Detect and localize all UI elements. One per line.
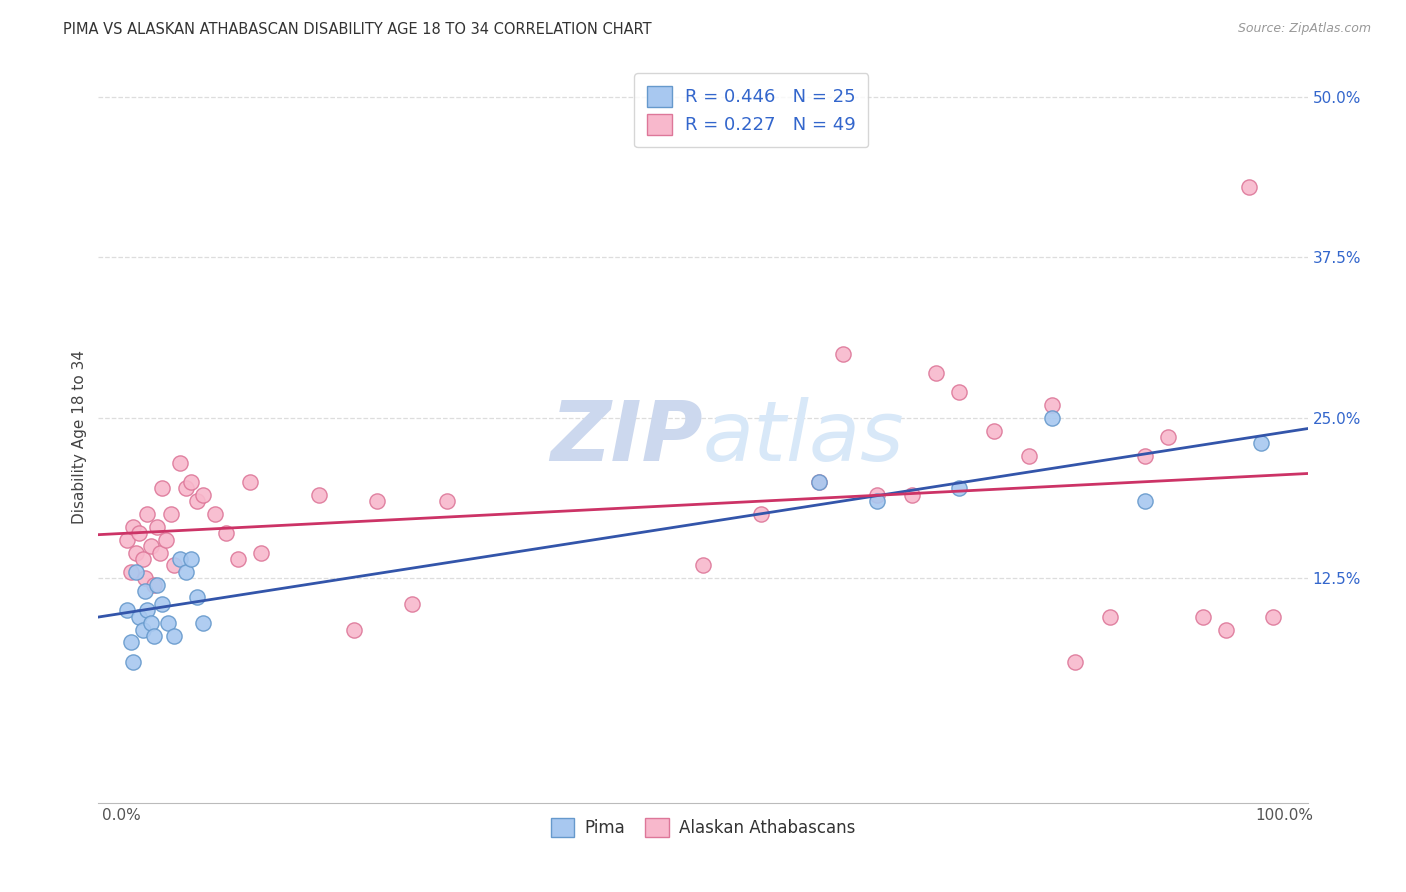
Point (169, 456, 191, 470)
Point (131, 623, 153, 637)
Point (1040, 398, 1063, 412)
Point (117, 533, 139, 547)
Text: Source: ZipAtlas.com: Source: ZipAtlas.com (1237, 22, 1371, 36)
Point (134, 571, 156, 585)
Point (948, 385, 970, 400)
Point (204, 507, 226, 521)
Point (124, 565, 146, 579)
Point (1133, 450, 1156, 464)
Point (1098, 609, 1121, 624)
Point (191, 488, 214, 502)
Point (186, 494, 208, 508)
Point (308, 488, 330, 502)
Point (145, 520, 167, 534)
Point (250, 545, 273, 559)
Point (139, 539, 162, 553)
Point (1215, 623, 1237, 637)
Point (134, 584, 156, 599)
Point (120, 635, 142, 649)
Point (1239, 179, 1261, 194)
Point (1261, 609, 1284, 624)
Point (143, 629, 166, 643)
Point (1018, 450, 1040, 464)
Text: ZIP: ZIP (550, 397, 703, 477)
Point (186, 591, 208, 605)
Point (749, 507, 772, 521)
Point (924, 366, 946, 380)
Point (831, 346, 853, 360)
Point (163, 629, 186, 643)
Point (149, 545, 172, 559)
Point (1250, 436, 1272, 450)
Point (180, 552, 202, 566)
Point (128, 609, 150, 624)
Point (191, 616, 214, 631)
Point (131, 552, 153, 566)
Point (808, 475, 831, 489)
Point (366, 494, 388, 508)
Point (1192, 609, 1215, 624)
Point (150, 597, 173, 611)
Point (174, 482, 197, 496)
Point (436, 494, 458, 508)
Point (1064, 655, 1087, 669)
Point (157, 616, 180, 631)
Point (128, 526, 150, 541)
Point (136, 507, 159, 521)
Text: PIMA VS ALASKAN ATHABASCAN DISABILITY AGE 18 TO 34 CORRELATION CHART: PIMA VS ALASKAN ATHABASCAN DISABILITY AG… (63, 22, 652, 37)
Point (120, 565, 142, 579)
Point (343, 623, 366, 637)
Point (143, 577, 166, 591)
Point (180, 475, 202, 489)
Point (145, 577, 167, 591)
Point (122, 655, 145, 669)
Point (983, 424, 1005, 438)
Point (1157, 430, 1180, 444)
Text: atlas: atlas (703, 397, 904, 477)
Point (239, 475, 262, 489)
Point (948, 482, 970, 496)
Point (136, 603, 159, 617)
Point (159, 507, 181, 521)
Point (139, 616, 162, 631)
Point (155, 533, 177, 547)
Point (692, 558, 714, 573)
Legend: Pima, Alaskan Athabascans: Pima, Alaskan Athabascans (543, 810, 863, 846)
Point (808, 475, 831, 489)
Point (122, 520, 145, 534)
Point (150, 482, 173, 496)
Point (866, 494, 889, 508)
Point (174, 565, 197, 579)
Point (866, 488, 889, 502)
Point (169, 552, 191, 566)
Point (901, 488, 924, 502)
Point (215, 526, 238, 541)
Y-axis label: Disability Age 18 to 34: Disability Age 18 to 34 (72, 350, 87, 524)
Point (401, 597, 423, 611)
Point (117, 603, 139, 617)
Point (163, 558, 186, 573)
Point (1040, 410, 1063, 425)
Point (124, 545, 146, 559)
Point (226, 552, 249, 566)
Point (1133, 494, 1156, 508)
